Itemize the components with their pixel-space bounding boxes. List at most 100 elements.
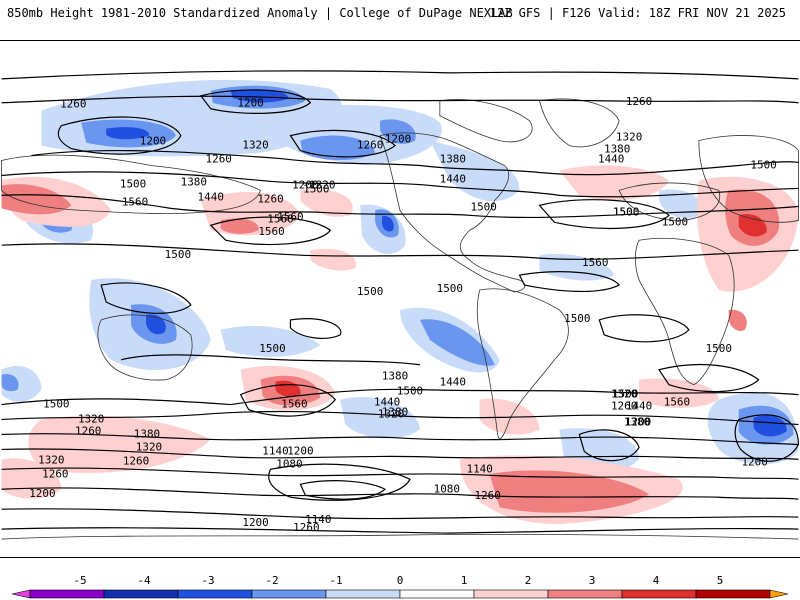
contour-label: 1560 [258,225,284,238]
contour-label: 1500 [437,282,463,295]
contour-label: 1500 [662,215,688,228]
contour-label: 1200 [625,416,651,429]
contour-label: 1260 [60,98,86,111]
colorbar-tick-label: -1 [329,574,342,587]
contour-label: 1500 [43,398,69,411]
contour-label: 1440 [440,172,466,185]
contour-label: 1260 [206,153,232,166]
map-title: 850mb Height 1981-2010 Standardized Anom… [7,6,513,20]
colorbar-tick-label: 2 [525,574,532,587]
contour-label: 1500 [259,342,285,355]
contour-label: 1500 [750,159,776,172]
contour-label: 1200 [237,97,263,110]
contour-label: 1260 [42,467,68,480]
colorbar-segment [103,589,179,599]
contour-label: 1500 [471,200,497,213]
colorbar-segment [177,589,253,599]
contour-label: 1080 [276,457,302,470]
contour-label: 1260 [75,424,101,437]
colorbar-min-cap [11,589,31,599]
contour-label: 1500 [564,312,590,325]
contour-label: 1440 [626,400,652,413]
contour-label: 1560 [664,396,690,409]
contour-label: 1260 [626,95,652,108]
contour-label: 1200 [29,487,55,500]
contour-label: 1560 [277,210,303,223]
contour-label: 1440 [440,376,466,389]
contour-label: 1380 [624,416,650,429]
contour-label: 1380 [440,153,466,166]
contour-label: 1500 [613,205,639,218]
colorbar-tick-label: 4 [653,574,660,587]
contour-label: 1500 [706,342,732,355]
colorbar-tick-label: -2 [265,574,278,587]
model-valid-time: 12Z GFS | F126 Valid: 18Z FRI NOV 21 202… [489,6,786,20]
contour-label: 1380 [382,370,408,383]
colorbar-segment [399,589,475,599]
contour-label: 1560 [267,212,293,225]
contour-label: 1200 [292,178,318,191]
colorbar-tick-label: 0 [397,574,404,587]
colorbar-segment [325,589,401,599]
contour-label: 1500 [397,385,423,398]
contour-label: 1560 [582,256,608,269]
contour-label: 1260 [474,489,500,502]
contour-label: 1320 [611,388,637,401]
contour-label: 1200 [242,516,268,529]
contour-label: 1320 [78,413,104,426]
colorbar: -5 -4 -3 -2 -1 0 1 2 3 4 5 [11,574,789,599]
contour-label: 1500 [612,388,638,401]
contour-label: 1320 [136,440,162,453]
contour-label: 1560 [281,398,307,411]
contour-label: 1260 [611,400,637,413]
contour-label: 1320 [378,408,404,421]
contour-label: 1140 [467,462,493,475]
colorbar-segment [547,589,623,599]
contour-label: 1500 [613,205,639,218]
contour-label: 1320 [616,131,642,144]
contour-label: 1440 [198,190,224,203]
colorbar-segment [29,589,105,599]
contour-label: 1500 [165,248,191,261]
contour-label: 1320 [242,139,268,152]
contour-label: 1200 [741,455,767,468]
colorbar-segment [621,589,697,599]
contour-label: 1380 [382,406,408,419]
contour-label: 1380 [134,427,160,440]
contour-label: 1500 [303,182,329,195]
colorbar-tick-label: 3 [589,574,596,587]
contour-label: 1260 [293,521,319,534]
contour-label: 1260 [123,454,149,467]
colorbar-segment [695,589,771,599]
height-contours [1,70,800,534]
contour-label: 1500 [357,285,383,298]
colorbar-tick-label: 1 [461,574,468,587]
contour-label: 1200 [287,444,313,457]
colorbar-max-cap [769,589,789,599]
colorbar-tick-label: -3 [201,574,214,587]
contour-label: 1320 [309,178,335,191]
colorbar-segment [473,589,549,599]
contour-label: 1440 [374,396,400,409]
contour-label: 1200 [385,133,411,146]
contour-label: 1200 [140,135,166,148]
colorbar-tick-label: 5 [717,574,724,587]
colorbar-tick-label: -4 [137,574,151,587]
contour-label: 1260 [357,139,383,152]
contour-label: 1500 [120,177,146,190]
colorbar-segment [251,589,327,599]
contour-label: 1080 [434,482,460,495]
contour-label: 1440 [598,153,624,166]
contour-label: 1560 [122,195,148,208]
colorbar-tick-label: -5 [73,574,86,587]
contour-label: 1260 [257,192,283,205]
anomaly-shading [1,79,799,525]
contour-label: 1140 [305,513,331,526]
contour-label: 1140 [262,444,288,457]
coastlines [1,98,799,540]
contour-label: 1380 [604,143,630,156]
contour-label: 1380 [181,175,207,188]
contour-label: 1320 [38,453,64,466]
